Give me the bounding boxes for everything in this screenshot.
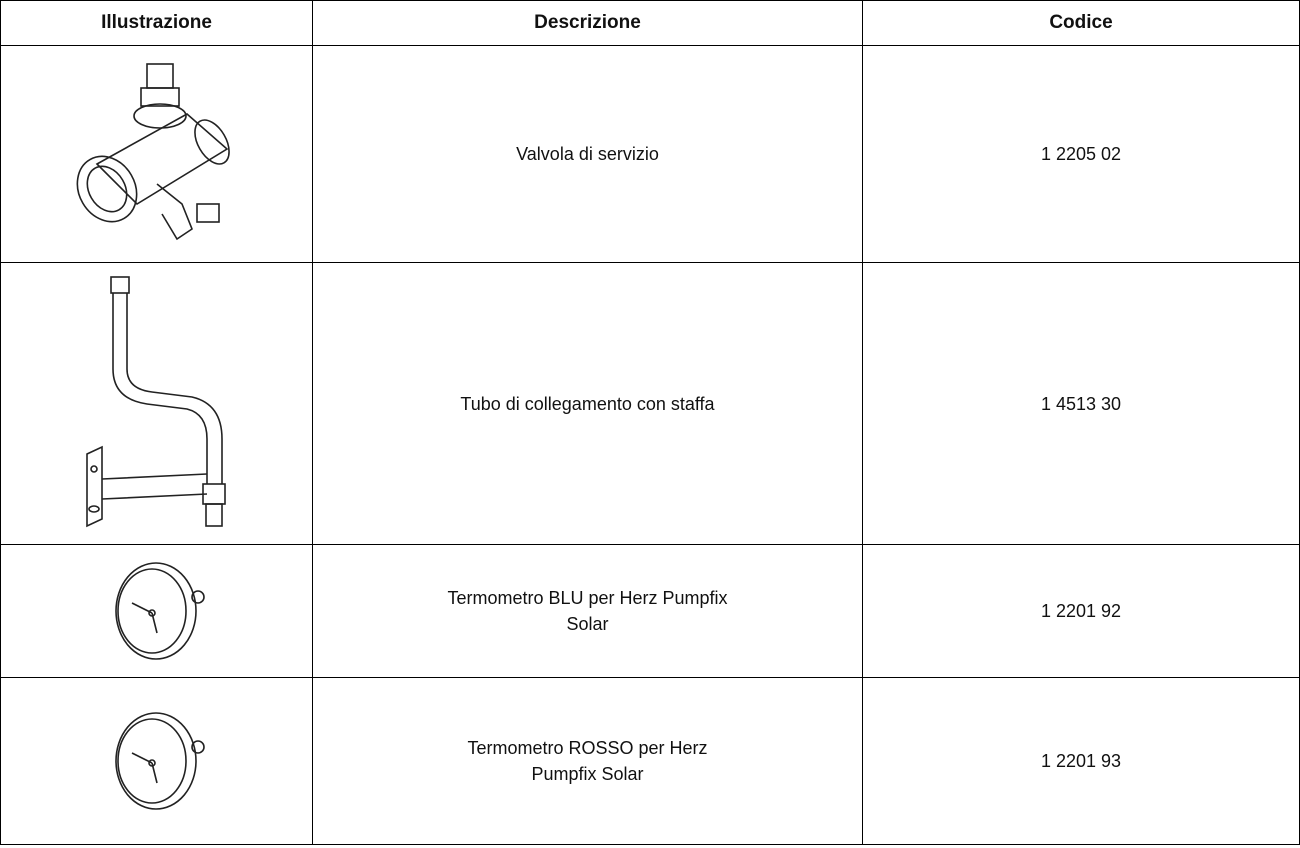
code: 1 2205 02 (862, 45, 1300, 263)
thermometer-icon (114, 562, 205, 660)
illustration (0, 677, 313, 845)
description-text: Valvola di servizio (516, 144, 659, 164)
row: Valvola di servizio 1 2205 02 (0, 45, 1300, 263)
illustration (0, 262, 313, 545)
description: Termometro BLU per Herz Pumpfix Solar (312, 544, 863, 678)
illustration (0, 544, 313, 678)
description: Termometro ROSSO per Herz Pumpfix Solar (312, 677, 863, 845)
hose-icon (85, 275, 226, 527)
row: Termometro ROSSO per Herz Pumpfix Solar … (0, 677, 1300, 845)
description-text: Tubo di collegamento con staffa (460, 393, 715, 414)
row: Termometro BLU per Herz Pumpfix Solar 1 … (0, 544, 1300, 678)
valve-icon (76, 63, 230, 241)
description: Valvola di servizio (312, 45, 863, 263)
header-row: Illustrazione Descrizione Codice (0, 0, 1300, 46)
description: Tubo di collegamento con staffa (312, 262, 863, 545)
thermometer-icon (114, 712, 205, 810)
row: Tubo di collegamento con staffa 1 4513 3… (0, 262, 1300, 545)
code: 1 2201 92 (862, 544, 1300, 678)
header-cell: Codice (862, 0, 1300, 46)
code: 1 2201 93 (862, 677, 1300, 845)
code: 1 4513 30 (862, 262, 1300, 545)
illustration (0, 45, 313, 263)
description-text: Termometro ROSSO per Herz Pumpfix Solar (467, 738, 708, 784)
header-cell: Illustrazione (0, 0, 313, 46)
description-text: Termometro BLU per Herz Pumpfix Solar (447, 588, 728, 634)
header-cell: Descrizione (312, 0, 863, 46)
